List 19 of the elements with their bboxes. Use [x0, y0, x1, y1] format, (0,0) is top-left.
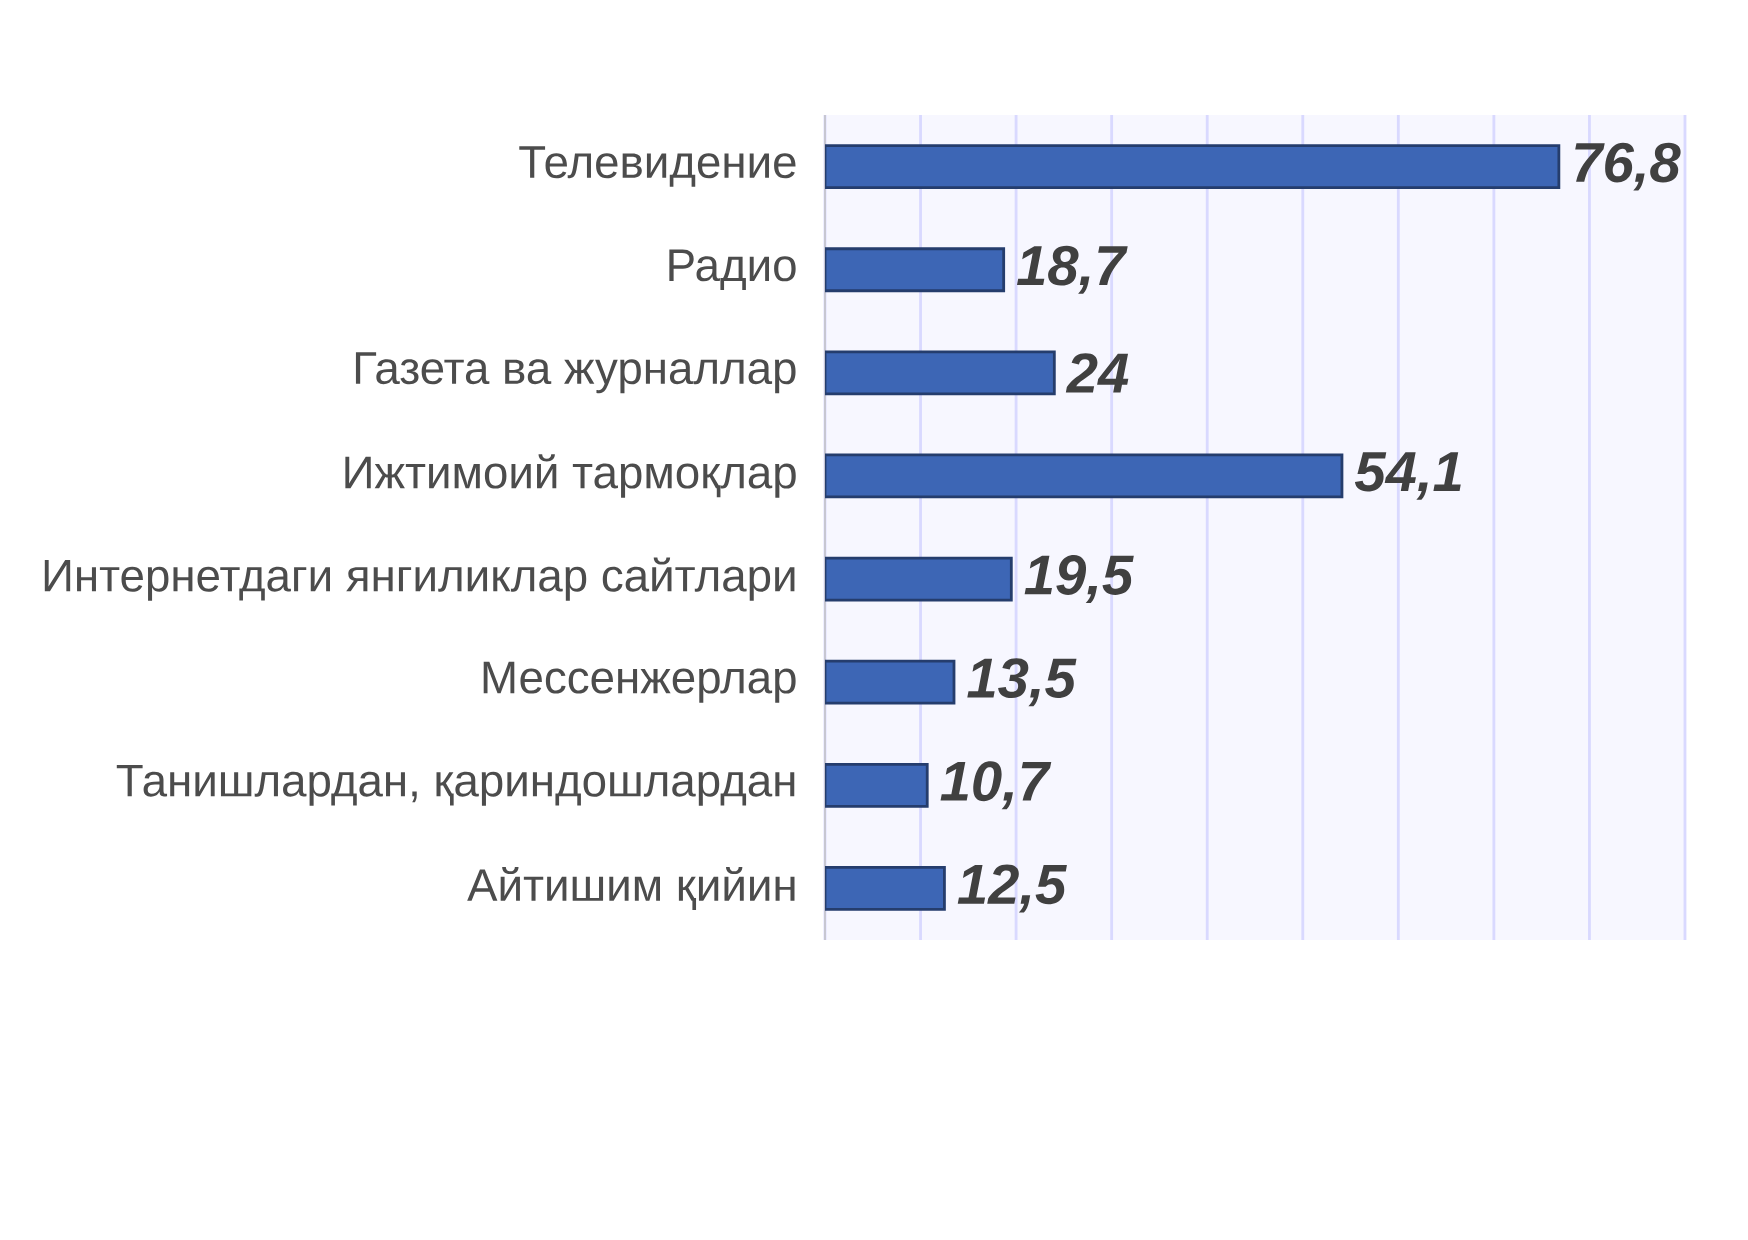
data-label: 24: [1065, 353, 1129, 393]
y-tick-label: Интернетдаги янгиликлар сайтлари: [44, 557, 795, 601]
y-tick-label: Мессенжерлар: [483, 661, 796, 703]
y-tick-label: Танишлардан, қариндошлардан: [116, 764, 795, 806]
y-tick-label: Телевидение: [519, 146, 796, 187]
bar: [825, 556, 1013, 602]
y-tick-label: Айтишим қийин: [467, 866, 795, 910]
data-label: 13,5: [967, 658, 1077, 707]
data-label: 54,1: [1354, 452, 1461, 500]
data-label: 19,5: [1024, 555, 1134, 604]
y-tick-label: Радио: [669, 249, 796, 290]
y-tick-label: Ижтимоий тармоқлар: [345, 454, 796, 498]
data-label: 10,7: [940, 761, 1052, 810]
y-tick-label: Газета ва журналлар: [355, 352, 796, 394]
data-label: 12,5: [957, 864, 1067, 913]
bar: [825, 866, 946, 911]
data-label: 18,7: [1016, 245, 1128, 294]
bar: [825, 453, 1344, 499]
data-label: 76,8: [1575, 142, 1681, 191]
